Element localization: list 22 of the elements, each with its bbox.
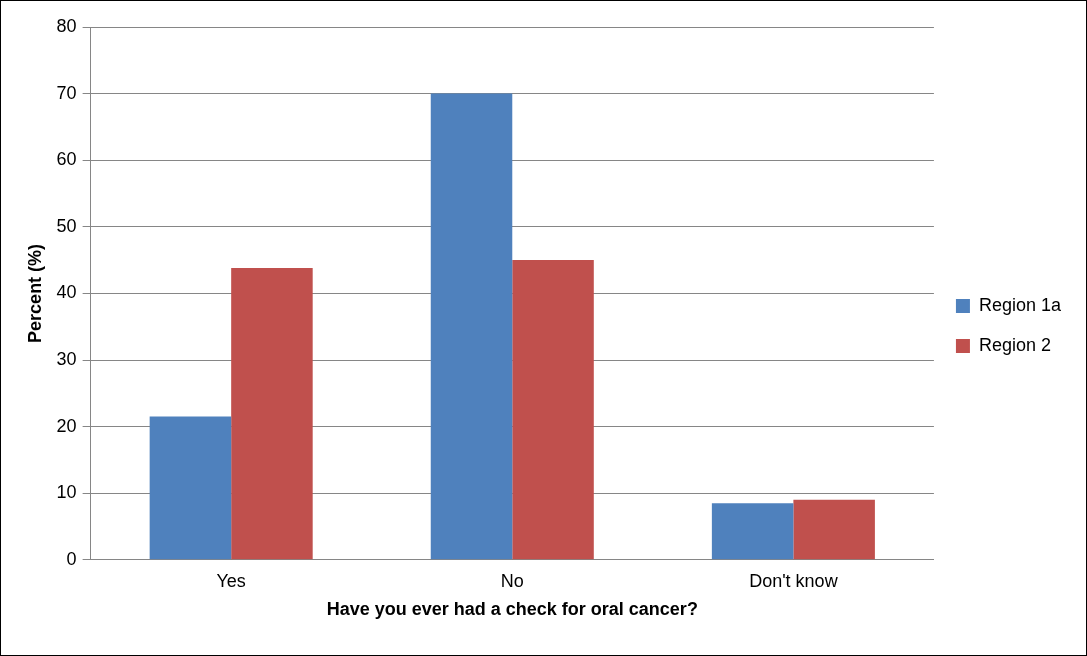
y-tick-label: 70 (56, 82, 77, 103)
bar (512, 260, 594, 560)
y-tick-label: 80 (56, 15, 77, 36)
x-axis-title: Have you ever had a check for oral cancer? (326, 599, 698, 620)
x-tick-label: No (500, 570, 524, 591)
y-tick-label: 60 (56, 149, 77, 170)
legend-label: Region 2 (978, 334, 1051, 355)
y-tick-label: 20 (56, 415, 77, 436)
legend-label: Region 1a (978, 294, 1062, 315)
bar (430, 93, 513, 560)
y-axis-title: Percent (%) (24, 243, 45, 343)
y-tick-label: 50 (56, 215, 77, 236)
x-tick-label: Yes (216, 570, 246, 591)
y-tick-label: 0 (66, 548, 77, 569)
bar (793, 499, 875, 560)
bar (711, 503, 794, 560)
bar (231, 268, 313, 560)
y-tick-label: 40 (56, 282, 77, 303)
y-tick-label: 10 (56, 482, 77, 503)
x-tick-label: Don't know (749, 570, 839, 591)
bar (149, 416, 232, 560)
y-tick-label: 30 (56, 348, 77, 369)
